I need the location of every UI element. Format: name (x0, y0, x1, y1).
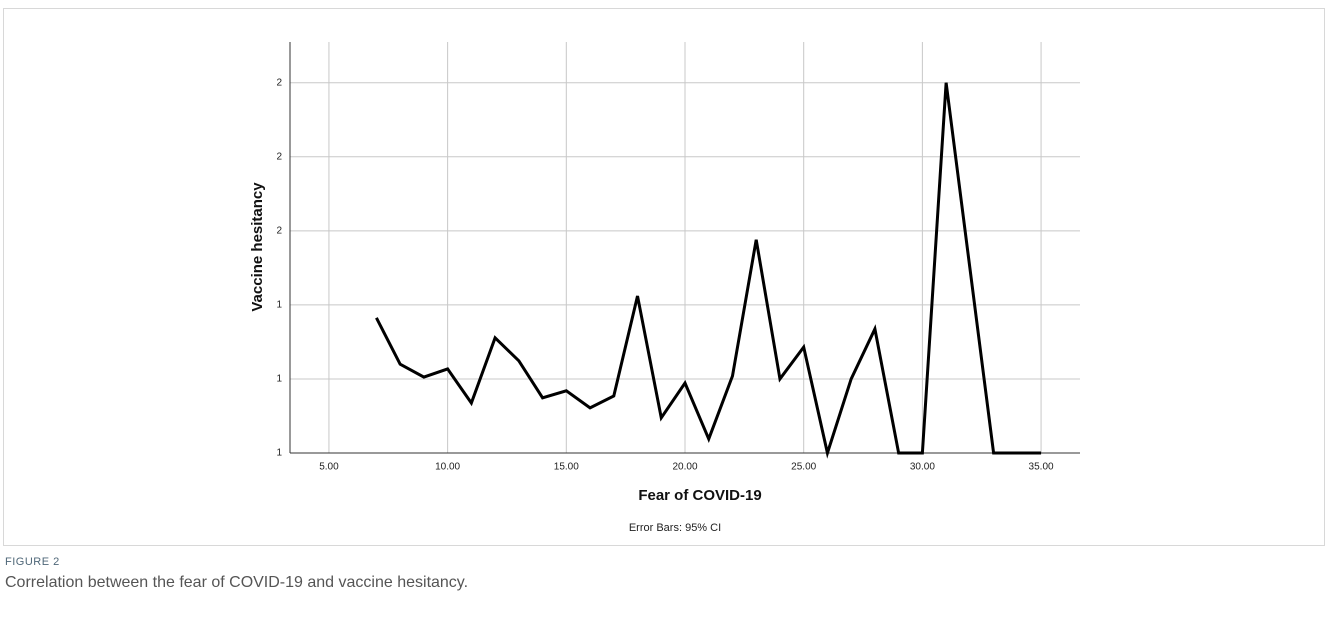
x-tick-label: 30.00 (910, 462, 935, 473)
x-tick-label: 20.00 (672, 462, 697, 473)
x-tick-label: 10.00 (435, 462, 460, 473)
y-tick-label: 2 (276, 151, 282, 162)
x-axis-label: Fear of COVID-19 (638, 487, 761, 504)
y-tick-label: 2 (276, 77, 282, 88)
chart-note: Error Bars: 95% CI (629, 522, 721, 534)
figure-caption: Correlation between the fear of COVID-19… (5, 574, 468, 591)
y-tick-label: 1 (276, 374, 282, 385)
data-line (375, 82, 1042, 459)
figure-frame (3, 8, 1325, 546)
y-axis-label: Vaccine hesitancy (249, 182, 266, 312)
figure-label: FIGURE 2 (5, 556, 60, 568)
x-tick-label: 5.00 (319, 462, 339, 473)
y-tick-label: 2 (276, 225, 282, 236)
y-tick-label: 1 (276, 300, 282, 311)
x-tick-label: 25.00 (791, 462, 816, 473)
y-tick-label: 1 (276, 448, 282, 459)
x-tick-label: 35.00 (1029, 462, 1054, 473)
x-tick-label: 15.00 (554, 462, 579, 473)
